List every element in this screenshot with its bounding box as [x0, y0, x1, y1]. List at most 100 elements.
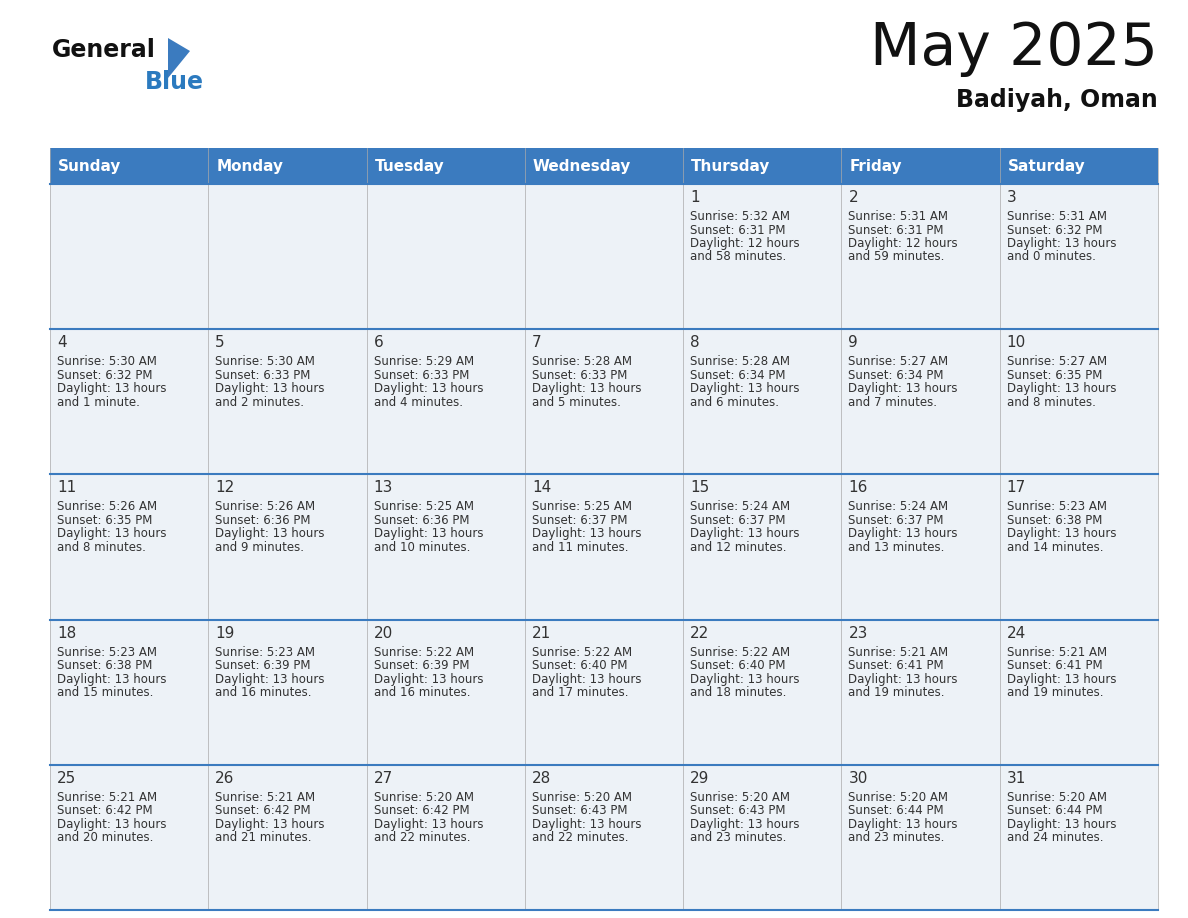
Bar: [525, 330, 683, 475]
Text: Wednesday: Wednesday: [533, 159, 631, 174]
Text: Sunset: 6:39 PM: Sunset: 6:39 PM: [373, 659, 469, 672]
Text: Sunset: 6:42 PM: Sunset: 6:42 PM: [215, 804, 311, 817]
Text: and 16 minutes.: and 16 minutes.: [215, 686, 311, 700]
Text: 30: 30: [848, 771, 867, 786]
Text: Sunset: 6:37 PM: Sunset: 6:37 PM: [532, 514, 627, 527]
Text: Sunrise: 5:27 AM: Sunrise: 5:27 AM: [848, 355, 948, 368]
Text: May 2025: May 2025: [870, 20, 1158, 77]
Text: 11: 11: [57, 480, 76, 496]
Bar: [1000, 148, 1158, 184]
Text: and 19 minutes.: and 19 minutes.: [848, 686, 944, 700]
Text: Sunrise: 5:27 AM: Sunrise: 5:27 AM: [1006, 355, 1107, 368]
Text: 4: 4: [57, 335, 67, 350]
Text: and 6 minutes.: and 6 minutes.: [690, 396, 779, 409]
Text: and 8 minutes.: and 8 minutes.: [57, 541, 146, 554]
Text: and 14 minutes.: and 14 minutes.: [1006, 541, 1104, 554]
Text: Sunset: 6:40 PM: Sunset: 6:40 PM: [690, 659, 785, 672]
Text: Tuesday: Tuesday: [374, 159, 444, 174]
Text: 10: 10: [1006, 335, 1026, 350]
Bar: [50, 475, 208, 620]
Text: Daylight: 13 hours: Daylight: 13 hours: [848, 673, 958, 686]
Text: 22: 22: [690, 625, 709, 641]
Text: Saturday: Saturday: [1007, 159, 1086, 174]
Bar: [50, 148, 208, 184]
Text: and 22 minutes.: and 22 minutes.: [532, 832, 628, 845]
Text: Sunrise: 5:23 AM: Sunrise: 5:23 AM: [57, 645, 157, 658]
Bar: [208, 475, 367, 620]
Text: Sunrise: 5:29 AM: Sunrise: 5:29 AM: [373, 355, 474, 368]
Text: 8: 8: [690, 335, 700, 350]
Text: Sunrise: 5:22 AM: Sunrise: 5:22 AM: [373, 645, 474, 658]
Text: Daylight: 13 hours: Daylight: 13 hours: [690, 673, 800, 686]
Text: and 24 minutes.: and 24 minutes.: [1006, 832, 1104, 845]
Bar: [683, 184, 841, 330]
Text: Daylight: 13 hours: Daylight: 13 hours: [1006, 673, 1117, 686]
Text: and 5 minutes.: and 5 minutes.: [532, 396, 621, 409]
Text: Sunrise: 5:32 AM: Sunrise: 5:32 AM: [690, 210, 790, 223]
Text: and 13 minutes.: and 13 minutes.: [848, 541, 944, 554]
Text: Sunset: 6:41 PM: Sunset: 6:41 PM: [848, 659, 944, 672]
Text: Daylight: 13 hours: Daylight: 13 hours: [848, 382, 958, 396]
Text: 14: 14: [532, 480, 551, 496]
Bar: [525, 184, 683, 330]
Text: Sunset: 6:33 PM: Sunset: 6:33 PM: [215, 369, 310, 382]
Text: and 19 minutes.: and 19 minutes.: [1006, 686, 1104, 700]
Bar: [841, 148, 1000, 184]
Text: 28: 28: [532, 771, 551, 786]
Text: Daylight: 13 hours: Daylight: 13 hours: [215, 673, 324, 686]
Text: Sunset: 6:38 PM: Sunset: 6:38 PM: [57, 659, 152, 672]
Text: Daylight: 13 hours: Daylight: 13 hours: [690, 382, 800, 396]
Text: and 1 minute.: and 1 minute.: [57, 396, 140, 409]
Bar: [841, 184, 1000, 330]
Bar: [683, 620, 841, 765]
Text: Sunset: 6:39 PM: Sunset: 6:39 PM: [215, 659, 311, 672]
Bar: [50, 620, 208, 765]
Text: 18: 18: [57, 625, 76, 641]
Bar: [1000, 765, 1158, 910]
Text: 12: 12: [215, 480, 234, 496]
Bar: [367, 148, 525, 184]
Text: 6: 6: [373, 335, 384, 350]
Text: Sunset: 6:35 PM: Sunset: 6:35 PM: [1006, 369, 1102, 382]
Text: Sunrise: 5:21 AM: Sunrise: 5:21 AM: [848, 645, 948, 658]
Text: Daylight: 13 hours: Daylight: 13 hours: [848, 528, 958, 541]
Text: Sunrise: 5:21 AM: Sunrise: 5:21 AM: [57, 790, 157, 804]
Bar: [367, 475, 525, 620]
Text: and 20 minutes.: and 20 minutes.: [57, 832, 153, 845]
Text: and 9 minutes.: and 9 minutes.: [215, 541, 304, 554]
Text: and 7 minutes.: and 7 minutes.: [848, 396, 937, 409]
Text: and 11 minutes.: and 11 minutes.: [532, 541, 628, 554]
Text: Daylight: 13 hours: Daylight: 13 hours: [1006, 237, 1117, 250]
Text: Sunset: 6:33 PM: Sunset: 6:33 PM: [532, 369, 627, 382]
Text: Sunset: 6:38 PM: Sunset: 6:38 PM: [1006, 514, 1102, 527]
Text: Thursday: Thursday: [691, 159, 771, 174]
Bar: [683, 475, 841, 620]
Text: Daylight: 13 hours: Daylight: 13 hours: [57, 382, 166, 396]
Text: Sunset: 6:31 PM: Sunset: 6:31 PM: [690, 223, 785, 237]
Bar: [208, 330, 367, 475]
Text: 20: 20: [373, 625, 393, 641]
Text: and 17 minutes.: and 17 minutes.: [532, 686, 628, 700]
Bar: [367, 330, 525, 475]
Text: and 16 minutes.: and 16 minutes.: [373, 686, 470, 700]
Text: Daylight: 13 hours: Daylight: 13 hours: [373, 382, 484, 396]
Bar: [50, 330, 208, 475]
Bar: [208, 765, 367, 910]
Bar: [525, 620, 683, 765]
Text: Sunrise: 5:20 AM: Sunrise: 5:20 AM: [1006, 790, 1107, 804]
Text: 19: 19: [215, 625, 235, 641]
Text: General: General: [52, 38, 156, 62]
Bar: [367, 184, 525, 330]
Text: Sunset: 6:40 PM: Sunset: 6:40 PM: [532, 659, 627, 672]
Text: Sunrise: 5:20 AM: Sunrise: 5:20 AM: [690, 790, 790, 804]
Text: Sunrise: 5:25 AM: Sunrise: 5:25 AM: [373, 500, 474, 513]
Text: Daylight: 13 hours: Daylight: 13 hours: [690, 818, 800, 831]
Text: Sunset: 6:35 PM: Sunset: 6:35 PM: [57, 514, 152, 527]
Text: Sunset: 6:31 PM: Sunset: 6:31 PM: [848, 223, 944, 237]
Text: Sunrise: 5:28 AM: Sunrise: 5:28 AM: [532, 355, 632, 368]
Bar: [683, 330, 841, 475]
Text: Sunset: 6:33 PM: Sunset: 6:33 PM: [373, 369, 469, 382]
Text: Daylight: 13 hours: Daylight: 13 hours: [1006, 818, 1117, 831]
Text: 31: 31: [1006, 771, 1026, 786]
Text: 29: 29: [690, 771, 709, 786]
